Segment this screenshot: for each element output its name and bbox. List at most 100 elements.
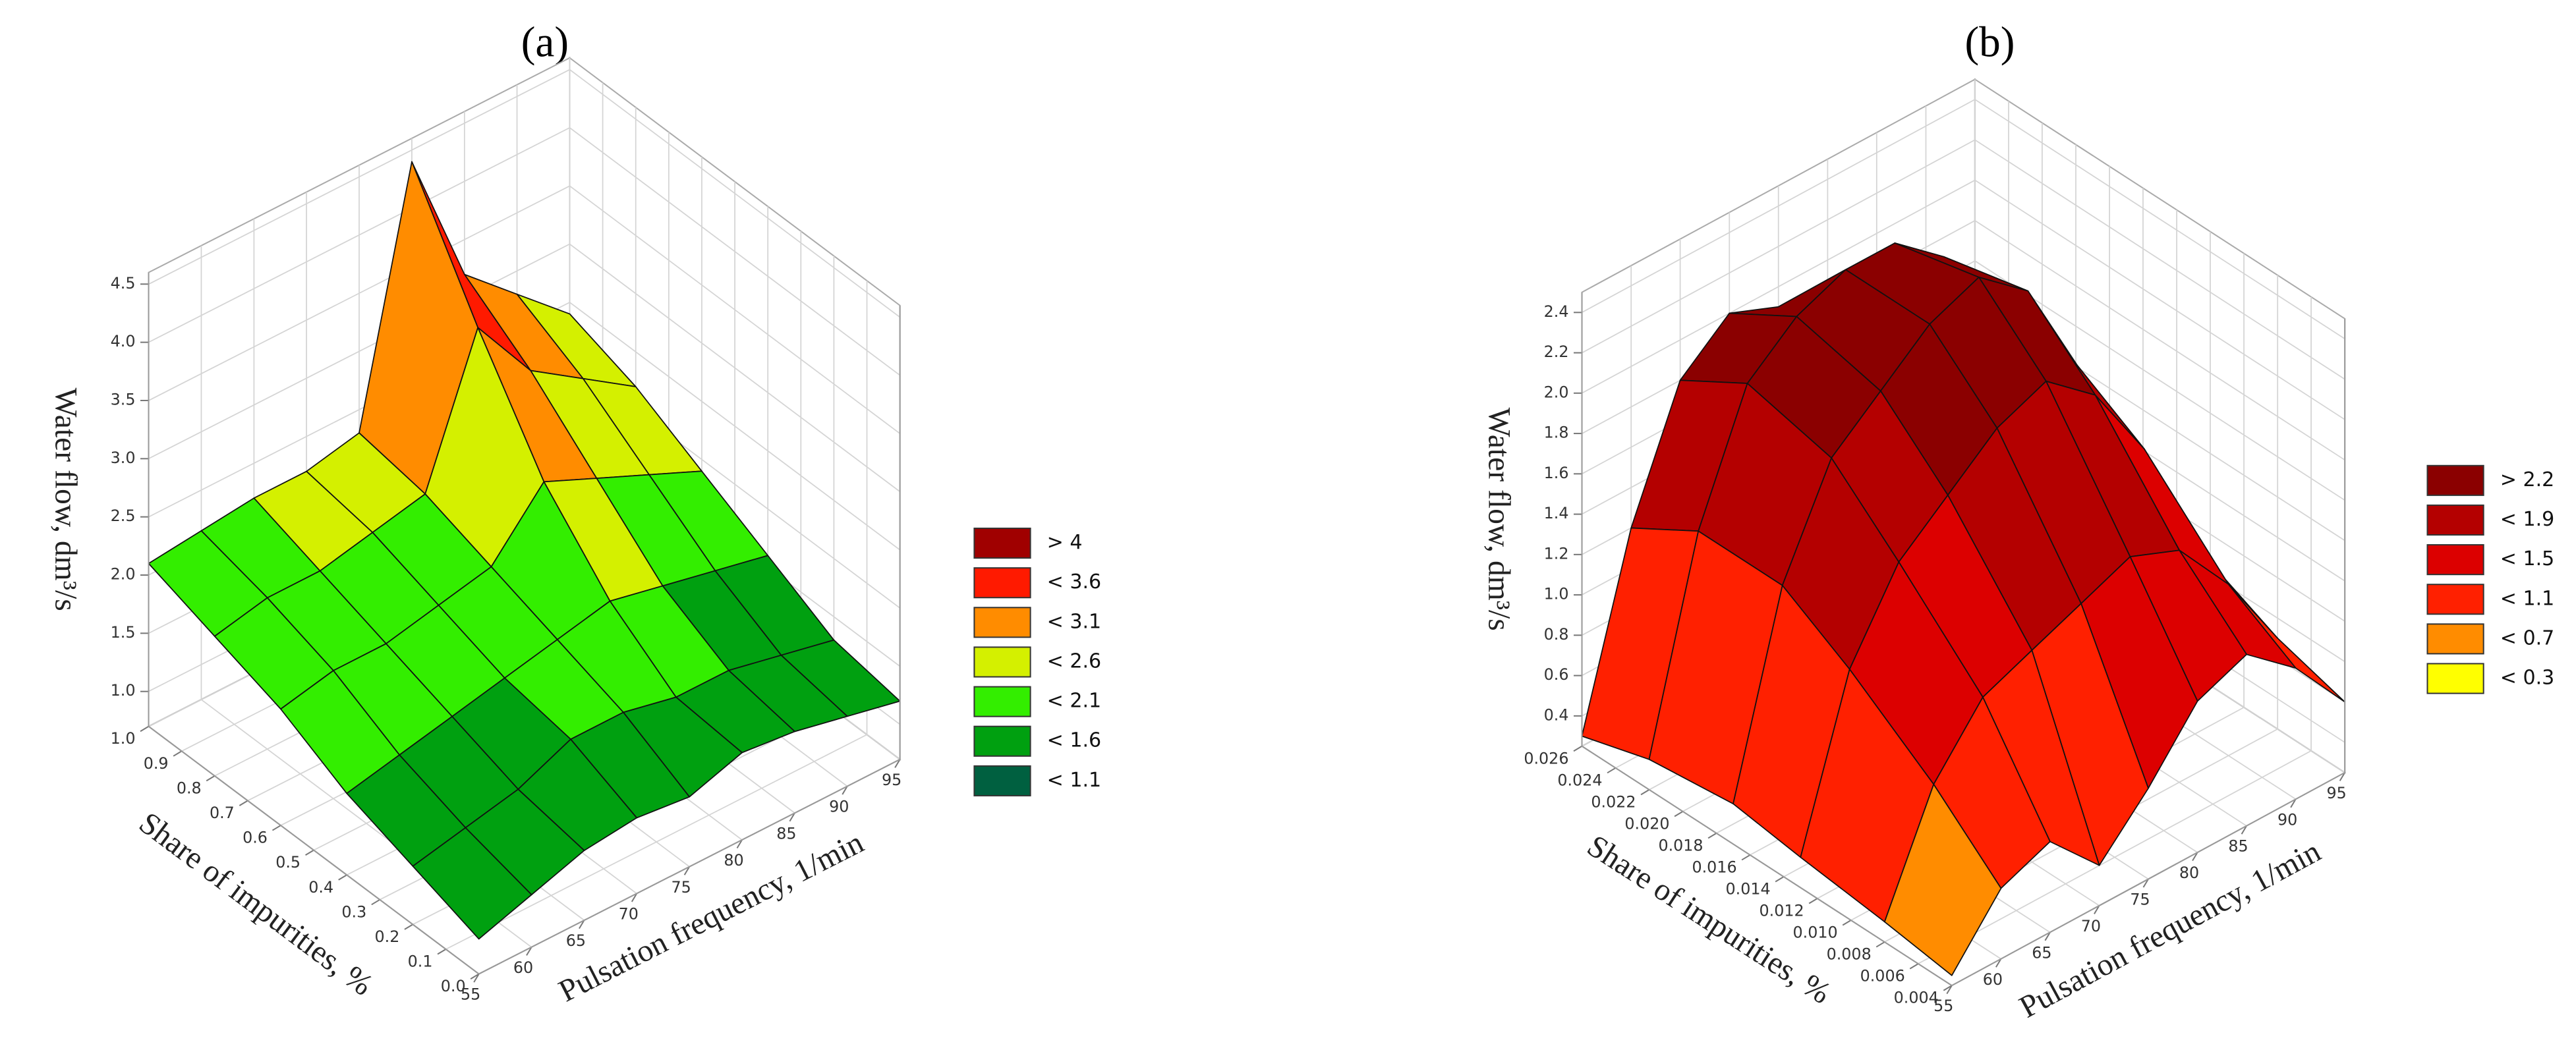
tick-mark <box>2339 772 2346 781</box>
legend-label: < 1.9 <box>2500 508 2555 531</box>
legend-label: > 2.2 <box>2500 468 2555 491</box>
legend-swatch <box>2426 464 2484 496</box>
y-tick-label: 0.018 <box>1658 836 1703 854</box>
y-tick-label: 0.1 <box>408 953 433 971</box>
z-tick-label: 1.6 <box>1544 464 1569 482</box>
legend-label: < 2.6 <box>1047 649 1102 673</box>
legend-label: < 1.6 <box>1047 729 1102 752</box>
tick-mark <box>1674 811 1684 817</box>
tick-mark <box>1640 788 1650 796</box>
tick-mark <box>1573 745 1583 752</box>
y-tick-label: 0.7 <box>210 804 235 822</box>
tick-mark <box>1875 941 1885 948</box>
legend-swatch <box>973 567 1031 599</box>
y-tick-label: 0.6 <box>243 829 268 847</box>
x-tick-label: 60 <box>1983 970 2003 989</box>
x-tick-label: 75 <box>2130 891 2150 909</box>
z-tick-label: 0.4 <box>1544 705 1569 724</box>
grid-line <box>1582 139 2345 380</box>
tick-mark <box>404 924 413 930</box>
tick-mark <box>683 866 691 875</box>
box-edge <box>478 305 901 975</box>
tick-mark <box>1741 854 1751 861</box>
z-tick-label: 2.5 <box>111 507 136 525</box>
tick-mark <box>2192 852 2198 862</box>
grid-line <box>148 126 901 376</box>
box-edge <box>1581 292 1953 986</box>
legend-label: < 1.5 <box>2500 547 2555 570</box>
tick-mark <box>2094 905 2100 914</box>
box-edge <box>1951 318 2346 986</box>
tick-mark <box>736 839 743 849</box>
x-tick-label: 90 <box>2277 810 2297 829</box>
y-tick-label: 0.010 <box>1793 924 1838 942</box>
legend-swatch <box>973 765 1031 796</box>
tick-mark <box>473 974 480 983</box>
y-tick-label: 0.026 <box>1524 749 1568 767</box>
legend-label: > 4 <box>1047 531 1083 554</box>
grid-line <box>1582 98 2345 340</box>
legend-swatch <box>2426 663 2484 694</box>
z-axis-label: Water flow, dm³/s <box>48 388 82 611</box>
z-tick-label: 0.6 <box>1544 665 1569 684</box>
x-tick-label: 80 <box>724 851 743 870</box>
tick-mark <box>1607 767 1617 774</box>
tick-mark <box>1946 985 1953 995</box>
grid-line <box>1918 296 2312 964</box>
z-tick-label: 1.5 <box>111 623 136 642</box>
tick-mark <box>173 750 183 757</box>
tick-mark <box>526 947 532 956</box>
x-tick-label: 85 <box>2228 837 2248 856</box>
legend-swatch <box>2426 584 2484 615</box>
surface-cell <box>1883 783 2002 976</box>
z-tick-label: 0.8 <box>1544 625 1569 644</box>
x-tick-label: 65 <box>2032 943 2051 962</box>
z-tick-label: 3.5 <box>111 390 136 408</box>
chart-title: (a) <box>521 18 569 66</box>
y-tick-label: 0.0 <box>441 977 466 995</box>
tick-mark <box>239 800 248 806</box>
chart-title: (b) <box>1964 18 2015 66</box>
surface-chart: (b) 55 60 65 70 75 80 85 90 95 0.004 0.006 0.008 0.01… <box>1481 18 2554 1024</box>
tick-mark <box>1943 985 1953 991</box>
z-tick-label: 1.8 <box>1544 424 1569 442</box>
y-tick-label: 0.5 <box>275 853 301 871</box>
tick-mark <box>206 775 215 782</box>
x-tick-label: 90 <box>829 798 849 816</box>
legend-label: < 0.3 <box>2500 667 2555 690</box>
y-tick-label: 0.2 <box>375 927 400 946</box>
legend-swatch <box>973 686 1031 717</box>
z-tick-label: 1.0 <box>1544 585 1569 603</box>
tick-mark <box>272 825 281 831</box>
z-tick-label: 2.4 <box>1544 302 1569 321</box>
x-tick-label: 60 <box>513 958 533 977</box>
tick-mark <box>338 874 347 881</box>
legend-label: < 1.1 <box>1047 769 1102 792</box>
x-tick-label: 80 <box>2179 864 2199 882</box>
x-tick-label: 95 <box>882 771 902 789</box>
y-tick-label: 0.012 <box>1760 902 1804 920</box>
x-tick-label: 85 <box>776 824 796 843</box>
tick-mark <box>2241 825 2247 835</box>
tick-mark <box>894 759 901 768</box>
y-tick-label: 0.004 <box>1894 989 1939 1007</box>
legend-swatch <box>973 528 1031 559</box>
x-tick-label: 75 <box>671 878 691 897</box>
legend-swatch <box>973 607 1031 638</box>
grid-line <box>148 301 901 551</box>
legend-label: < 3.6 <box>1047 570 1102 594</box>
tick-mark <box>140 725 150 732</box>
y-tick-label: 0.024 <box>1557 771 1602 789</box>
x-tick-label: 70 <box>619 904 639 923</box>
y-tick-label: 0.020 <box>1624 814 1669 833</box>
legend-label: < 3.1 <box>1047 610 1102 633</box>
grid-line <box>1582 179 2345 420</box>
surface-chart: (a) 55 60 65 70 75 80 85 90 95 0.0 0.1 0.2 0.3 0.4 0.5 0… <box>48 18 1101 1009</box>
tick-mark <box>371 898 380 906</box>
box-edge <box>148 272 480 975</box>
grid-line <box>148 185 901 434</box>
z-tick-label: 2.0 <box>1544 383 1569 401</box>
y-tick-label: 0.014 <box>1725 880 1770 898</box>
y-tick-label: 0.006 <box>1860 967 1905 985</box>
tick-mark <box>1842 920 1852 926</box>
